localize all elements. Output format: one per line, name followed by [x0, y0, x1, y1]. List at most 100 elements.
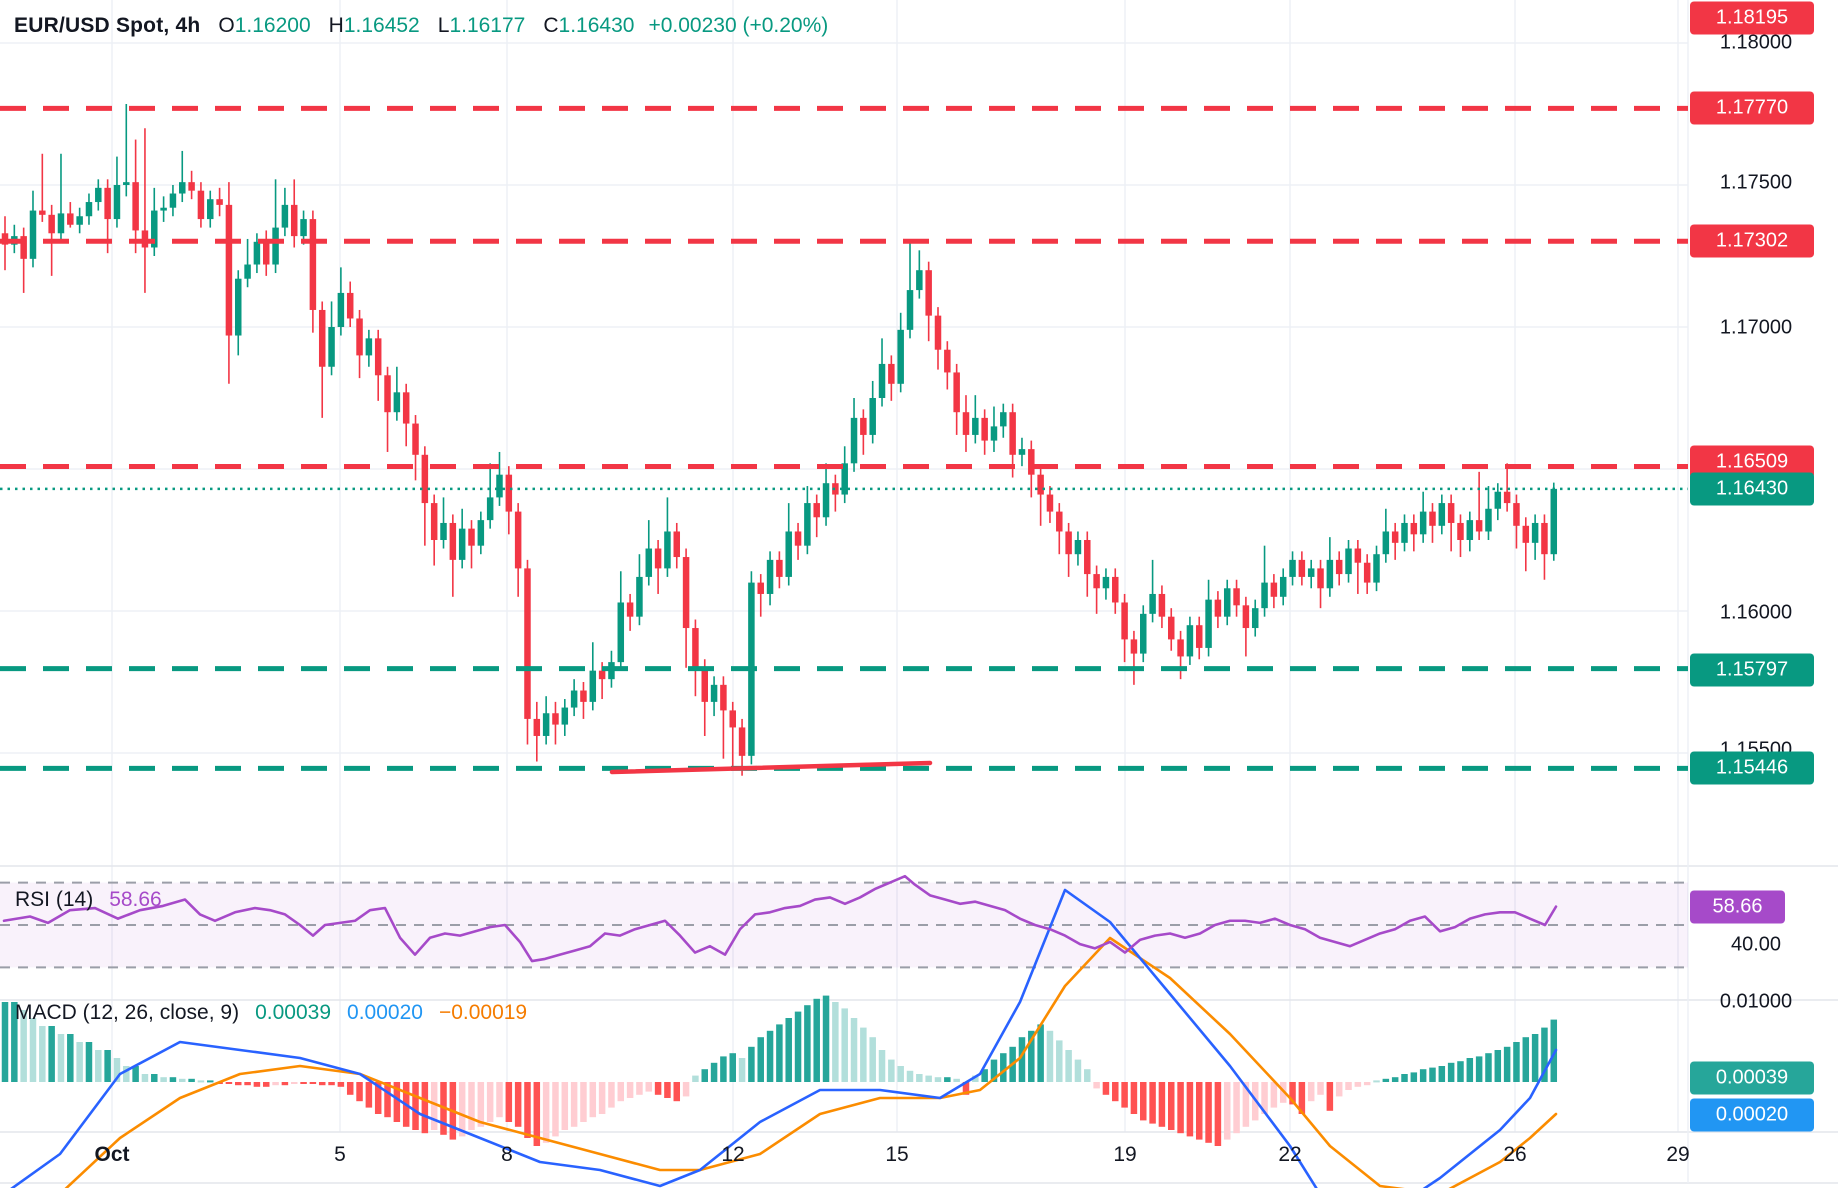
macd-hist-bar [477, 1082, 485, 1127]
symbol-legend: EUR/USD Spot, 4h O1.16200 H1.16452 L1.16… [14, 14, 828, 38]
candle-body [953, 372, 960, 413]
candle-body [1401, 522, 1408, 543]
macd-hist-bar [505, 1082, 513, 1122]
candle-body [1223, 588, 1231, 617]
macd-hist-bar [1345, 1082, 1352, 1090]
time-axis-label-29[interactable]: 29 [1666, 1143, 1690, 1166]
candle-body [1522, 525, 1530, 543]
macd-hist-bar [496, 1082, 503, 1118]
price-axis-label: 0.01000 [1719, 990, 1793, 1013]
macd-hist-bar [374, 1082, 382, 1114]
candle-body [944, 349, 951, 373]
macd-hist-bar [39, 1026, 46, 1082]
macd-hist-bar [458, 1082, 466, 1137]
macd-hist-bar [1550, 1019, 1558, 1082]
time-axis-label-8[interactable]: 8 [501, 1143, 513, 1166]
macd-hist-bar [682, 1082, 690, 1097]
macd-hist-bar [85, 1042, 93, 1082]
candle-body [776, 559, 783, 577]
candle-body [216, 199, 223, 205]
ohlc-high: H1.16452 [328, 14, 420, 37]
macd-hist-bar [365, 1082, 373, 1108]
candle-body [151, 210, 158, 248]
macd-hist-bar [1177, 1082, 1184, 1134]
macd-hist-bar [197, 1080, 205, 1083]
candle-body [897, 329, 904, 384]
candle-body [794, 531, 802, 546]
macd-hist-bar [1056, 1040, 1063, 1082]
macd-hist-bar [766, 1030, 774, 1082]
macd-hist-bar [916, 1074, 923, 1082]
macd-hist-bar [486, 1082, 494, 1122]
macd-hist-bar [850, 1018, 858, 1082]
macd-hist-bar [1168, 1082, 1175, 1130]
candle-body [1503, 491, 1511, 504]
candle-body [1289, 559, 1296, 577]
time-axis-label-5[interactable]: 5 [334, 1143, 346, 1166]
axis-badge-1.16430: 1.16430 [1690, 472, 1814, 506]
candle-body [645, 548, 653, 577]
candle-body [552, 713, 559, 725]
macd-hist-bar [1261, 1082, 1268, 1114]
time-axis-label-26[interactable]: 26 [1503, 1143, 1527, 1166]
candle-body [337, 292, 345, 327]
candle-body [1382, 531, 1390, 555]
candle-body [374, 338, 382, 376]
axis-badge-1.15797: 1.15797 [1690, 653, 1814, 687]
candle-body [738, 727, 746, 756]
candle-body [262, 241, 270, 265]
candle-body [1056, 511, 1063, 532]
trendline[interactable] [609, 760, 933, 775]
macd-hist-bar [598, 1082, 606, 1114]
macd-hist-bar [1233, 1082, 1240, 1134]
candle-body [1261, 582, 1268, 609]
macd-hist-bar [813, 998, 820, 1082]
time-axis-label-12[interactable]: 12 [721, 1143, 745, 1166]
macd-hist-bar [1270, 1082, 1278, 1108]
candle-body [188, 182, 195, 191]
macd-hist-bar [20, 1010, 27, 1082]
candle-body [664, 531, 671, 569]
macd-hist-bar [1214, 1082, 1222, 1146]
time-axis-label-15[interactable]: 15 [885, 1143, 909, 1166]
macd-hist-bar [262, 1082, 270, 1087]
candle-body [972, 417, 979, 435]
macd-hist-bar [664, 1082, 671, 1098]
macd-hist-bar [1130, 1082, 1138, 1114]
price-axis-label: 40.00 [1730, 933, 1782, 956]
candle-body [710, 684, 718, 702]
macd-hist-bar [384, 1082, 391, 1118]
candle-body [962, 412, 970, 435]
time-axis-label-19[interactable]: 19 [1113, 1143, 1137, 1166]
macd-hist-bar [841, 1008, 848, 1082]
candle-body [496, 474, 503, 498]
macd-hist-bar [1391, 1077, 1399, 1082]
macd-hist-bar [48, 1026, 55, 1082]
macd-hist-bar [944, 1077, 951, 1082]
macd-hist-bar [1466, 1058, 1474, 1082]
time-axis-label-Oct[interactable]: Oct [94, 1143, 130, 1166]
macd-hist-bar [1541, 1027, 1548, 1082]
candle-body [822, 483, 830, 518]
macd-line [10, 888, 1558, 1188]
candle-body [1345, 548, 1352, 575]
macd-hist-bar [1373, 1080, 1380, 1083]
candle-body [990, 426, 998, 441]
macd-hist-bar [822, 995, 830, 1082]
candle-body [804, 503, 811, 546]
axis-badge-0.00020: 0.00020 [1690, 1098, 1814, 1132]
macd-hist-bar [1046, 1030, 1054, 1082]
candle-body [281, 204, 289, 228]
macd-hist-bar [1522, 1037, 1530, 1082]
macd-hist-bar [412, 1082, 419, 1130]
candle-body [402, 392, 410, 424]
candle-body [906, 290, 914, 330]
macd-hist-bar [1485, 1053, 1492, 1082]
time-axis-label-22[interactable]: 22 [1278, 1143, 1302, 1166]
macd-hist-bar [542, 1082, 550, 1143]
macd-hist-bar [1121, 1082, 1128, 1108]
macd-hist-bar [1186, 1082, 1194, 1137]
candle-body [1438, 503, 1446, 526]
axis-badge-1.15446: 1.15446 [1690, 751, 1814, 785]
